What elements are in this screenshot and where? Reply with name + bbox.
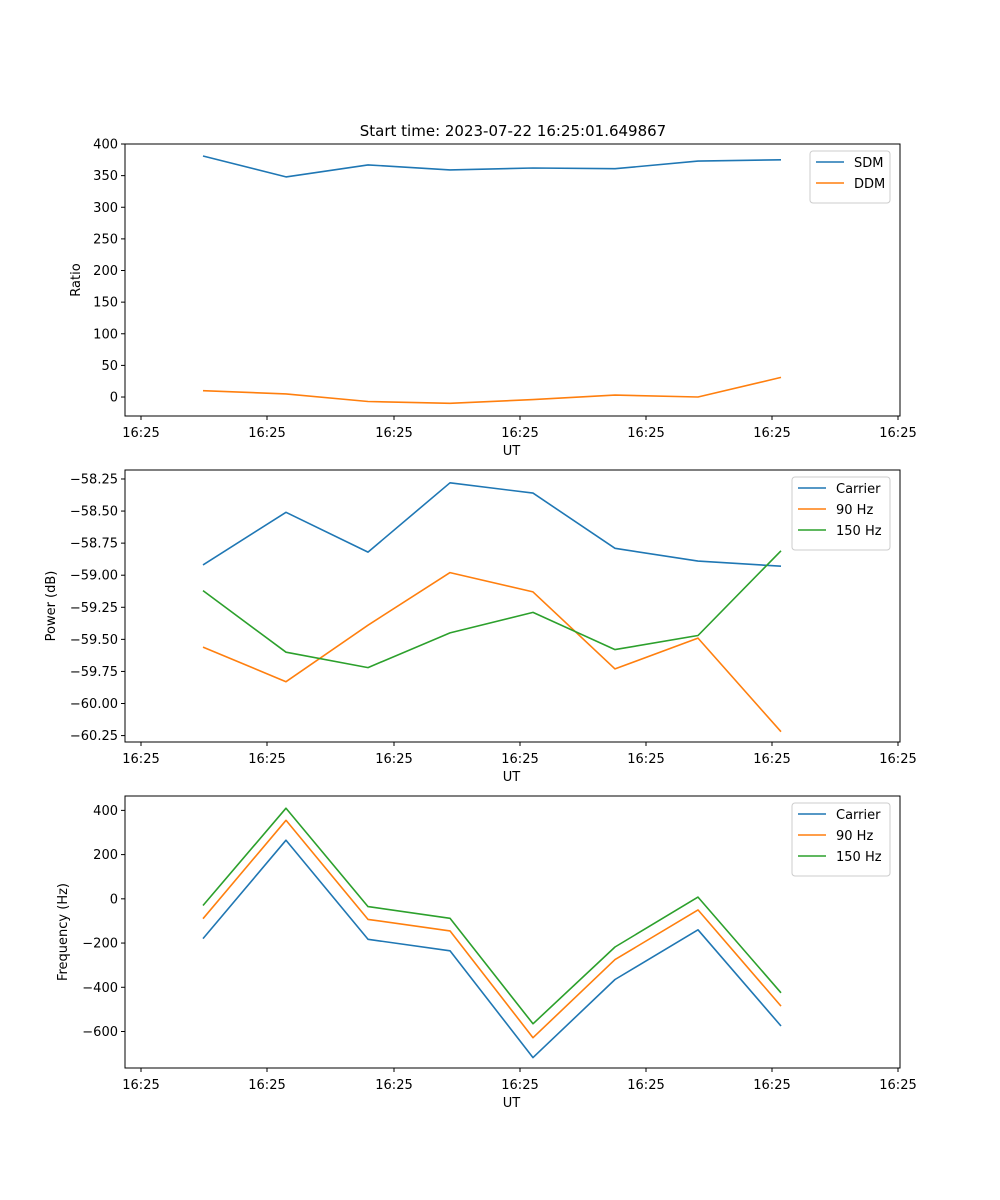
y-tick-label: 300 <box>93 201 118 216</box>
y-tick-label: −600 <box>82 1025 118 1040</box>
figure-title: Start time: 2023-07-22 16:25:01.649867 <box>360 122 666 140</box>
x-tick-label: 16:25 <box>879 426 916 441</box>
x-tick-label: 16:25 <box>879 1078 916 1093</box>
x-tick-label: 16:25 <box>501 1078 538 1093</box>
x-tick-label: 16:25 <box>627 426 664 441</box>
y-tick-label: −400 <box>82 981 118 996</box>
y-tick-label: −200 <box>82 937 118 952</box>
legend-label: 150 Hz <box>836 524 882 539</box>
x-tick-label: 16:25 <box>248 1078 285 1093</box>
y-tick-label: 400 <box>93 804 118 819</box>
series-line-90-hz <box>202 571 782 733</box>
x-tick-label: 16:25 <box>248 752 285 767</box>
x-tick-label: 16:25 <box>375 426 412 441</box>
legend-box <box>809 150 891 204</box>
legend: SDM DDM <box>809 150 891 204</box>
legend: Carrier 90 Hz 150 Hz <box>791 802 891 877</box>
y-tick-label: 200 <box>93 848 118 863</box>
series-line-ddm <box>202 376 782 405</box>
y-tick-label: 200 <box>93 264 118 279</box>
x-tick-label: 16:25 <box>501 752 538 767</box>
series-line-carrier <box>202 481 782 567</box>
y-tick-label: −60.25 <box>70 729 118 744</box>
x-tick-label: 16:25 <box>753 752 790 767</box>
y-axis-label: Frequency (Hz) <box>56 883 71 981</box>
y-tick-label: 100 <box>93 327 118 342</box>
axes-frame <box>124 795 901 1069</box>
series-line-carrier <box>202 839 782 1059</box>
legend-label: 90 Hz <box>836 503 873 518</box>
y-tick-label: 0 <box>110 892 118 907</box>
legend-label: Carrier <box>836 808 881 823</box>
legend: Carrier 90 Hz 150 Hz <box>791 476 891 551</box>
y-tick-label: 50 <box>101 359 118 374</box>
legend-label: SDM <box>854 156 883 171</box>
y-tick-label: 0 <box>110 391 118 406</box>
y-tick-label: 250 <box>93 232 118 247</box>
y-tick-label: −59.25 <box>70 601 118 616</box>
x-axis-label: UT <box>503 1096 521 1111</box>
x-tick-label: 16:25 <box>753 426 790 441</box>
y-tick-label: −60.00 <box>70 697 118 712</box>
y-tick-label: −59.75 <box>70 665 118 680</box>
legend-label: Carrier <box>836 482 881 497</box>
chart-panel-1: 0 50 100 150 200 250 300 350 400 16:25 16:25 16:25 1… <box>69 138 917 460</box>
y-axis-label: Power (dB) <box>44 571 59 642</box>
chart-panel-3: −600 −400 −200 0 200 400 16:25 16:25 16:25 16:25 1… <box>56 795 917 1111</box>
x-tick-label: 16:25 <box>753 1078 790 1093</box>
y-tick-label: −59.50 <box>70 633 118 648</box>
x-tick-label: 16:25 <box>375 752 412 767</box>
x-tick-label: 16:25 <box>501 426 538 441</box>
x-tick-label: 16:25 <box>627 1078 664 1093</box>
legend-box <box>791 802 891 877</box>
legend-label: 150 Hz <box>836 850 882 865</box>
series-line-150-hz <box>202 550 782 669</box>
legend-label: 90 Hz <box>836 829 873 844</box>
series-line-90-hz <box>202 819 782 1039</box>
x-axis-label: UT <box>503 444 521 459</box>
y-tick-label: −58.75 <box>70 537 118 552</box>
axes-frame <box>124 143 901 417</box>
axes-frame <box>124 469 901 743</box>
x-tick-label: 16:25 <box>248 426 285 441</box>
x-tick-label: 16:25 <box>122 426 159 441</box>
y-tick-label: −58.25 <box>70 472 118 487</box>
y-tick-label: 400 <box>93 138 118 153</box>
y-axis-label: Ratio <box>69 263 84 296</box>
series-line-sdm <box>202 155 782 178</box>
y-tick-label: 150 <box>93 296 118 311</box>
chart-panel-2: −60.25 −60.00 −59.75 −59.50 −59.25 −59.00 −58.… <box>44 469 917 785</box>
x-axis-label: UT <box>503 770 521 785</box>
series-line-150-hz <box>202 807 782 1025</box>
y-tick-label: 350 <box>93 169 118 184</box>
x-tick-label: 16:25 <box>375 1078 412 1093</box>
legend-label: DDM <box>854 177 885 192</box>
y-tick-label: −59.00 <box>70 569 118 584</box>
x-tick-label: 16:25 <box>122 752 159 767</box>
x-tick-label: 16:25 <box>879 752 916 767</box>
y-tick-label: −58.50 <box>70 505 118 520</box>
x-tick-label: 16:25 <box>627 752 664 767</box>
x-tick-label: 16:25 <box>122 1078 159 1093</box>
legend-box <box>791 476 891 551</box>
